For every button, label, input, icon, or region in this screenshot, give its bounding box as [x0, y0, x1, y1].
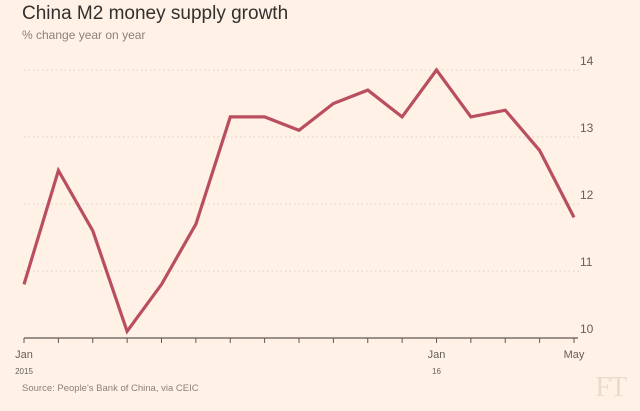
- y-tick-label: 12: [580, 188, 594, 202]
- y-tick-label: 14: [580, 54, 594, 68]
- x-axis: [23, 337, 578, 343]
- gridlines: [24, 69, 580, 272]
- chart-title: China M2 money supply growth: [22, 3, 289, 24]
- y-tick-label: 11: [580, 255, 593, 269]
- x-tick-sublabel: 16: [432, 367, 441, 376]
- chart-subtitle: % change year on year: [22, 28, 146, 42]
- x-tick-label: Jan: [428, 349, 446, 361]
- y-tick-label: 10: [580, 322, 594, 336]
- y-tick-label: 13: [580, 121, 594, 135]
- x-tick-label: May: [564, 349, 585, 361]
- x-tick-sublabel: 2015: [15, 367, 33, 376]
- x-tick-label: Jan: [15, 349, 33, 361]
- source-note: Source: People's Bank of China, via CEIC: [22, 383, 199, 394]
- series-layer: [22, 67, 576, 335]
- x-tick-labels: Jan 2015 Jan 16 May: [15, 349, 585, 376]
- ft-logo: FT: [595, 372, 627, 403]
- series-line: [22, 67, 576, 335]
- y-axis: 10 11 12 13 14: [580, 54, 594, 336]
